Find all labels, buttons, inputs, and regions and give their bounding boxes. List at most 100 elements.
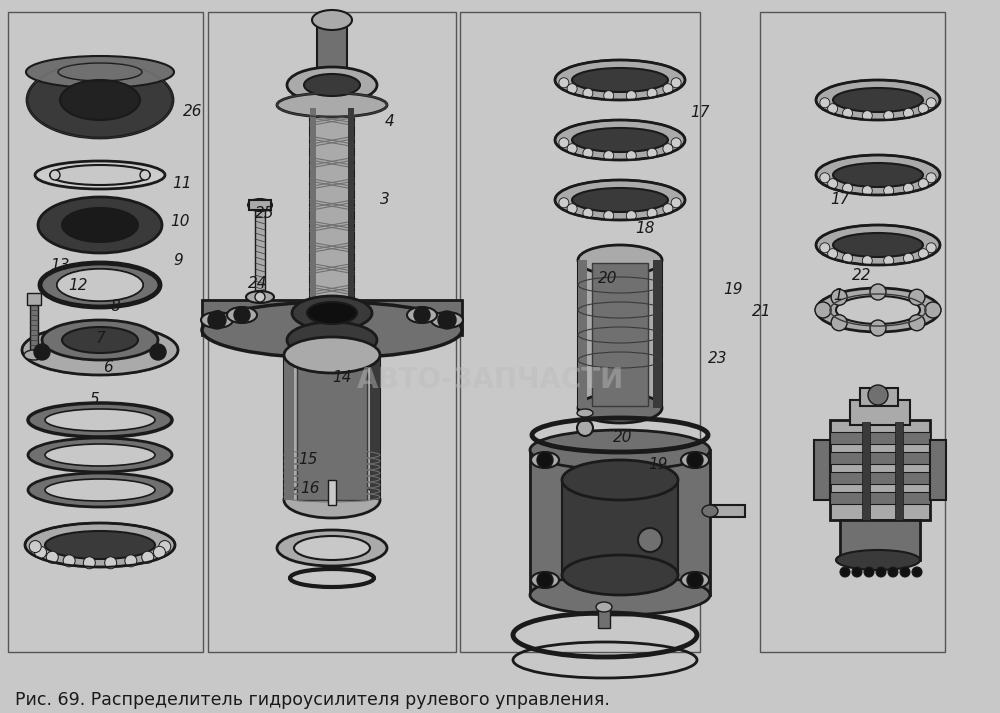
Circle shape	[925, 302, 941, 318]
Bar	[208, 12, 456, 652]
Text: 26: 26	[183, 104, 203, 120]
Ellipse shape	[555, 180, 685, 220]
Bar	[8, 12, 203, 652]
Ellipse shape	[45, 409, 155, 431]
Bar	[460, 12, 700, 652]
Text: 16: 16	[300, 481, 320, 496]
Ellipse shape	[25, 523, 175, 567]
Circle shape	[926, 173, 936, 183]
Bar	[249, 200, 271, 210]
Circle shape	[438, 311, 456, 329]
Ellipse shape	[45, 444, 155, 466]
Circle shape	[862, 111, 872, 120]
Circle shape	[34, 344, 50, 360]
Ellipse shape	[530, 575, 710, 615]
Ellipse shape	[50, 165, 150, 185]
Circle shape	[888, 567, 898, 577]
Circle shape	[577, 420, 593, 436]
Bar	[310, 108, 354, 298]
Bar	[895, 422, 903, 520]
Ellipse shape	[284, 337, 380, 373]
Circle shape	[862, 185, 872, 195]
Bar	[27, 293, 41, 305]
Ellipse shape	[45, 531, 155, 559]
Circle shape	[567, 144, 577, 154]
Circle shape	[647, 88, 657, 98]
Circle shape	[604, 210, 614, 221]
Ellipse shape	[42, 320, 158, 360]
Circle shape	[626, 150, 636, 160]
Circle shape	[884, 256, 894, 266]
Text: 19: 19	[723, 282, 743, 297]
Circle shape	[831, 289, 847, 305]
Bar	[830, 452, 930, 464]
Ellipse shape	[246, 291, 274, 303]
Ellipse shape	[201, 312, 233, 328]
Circle shape	[909, 314, 925, 331]
Circle shape	[828, 249, 838, 259]
Circle shape	[159, 540, 171, 553]
Ellipse shape	[307, 302, 357, 324]
Bar	[862, 422, 870, 520]
Bar	[581, 415, 589, 431]
Circle shape	[909, 289, 925, 305]
Ellipse shape	[572, 188, 668, 212]
Circle shape	[583, 208, 593, 218]
Circle shape	[862, 256, 872, 266]
Bar	[830, 472, 930, 484]
Text: 23: 23	[708, 351, 728, 366]
Text: 10: 10	[170, 213, 190, 229]
Ellipse shape	[62, 208, 138, 242]
Circle shape	[870, 284, 886, 300]
Ellipse shape	[572, 68, 668, 92]
Ellipse shape	[833, 88, 923, 112]
Circle shape	[150, 344, 166, 360]
Text: 5: 5	[90, 391, 100, 407]
Bar	[653, 260, 662, 408]
Ellipse shape	[40, 263, 160, 307]
Text: 24: 24	[248, 276, 268, 292]
Ellipse shape	[294, 536, 370, 560]
Ellipse shape	[555, 120, 685, 160]
Circle shape	[63, 555, 75, 567]
Text: 1: 1	[833, 288, 843, 304]
Circle shape	[153, 546, 165, 558]
Circle shape	[918, 103, 928, 113]
Bar	[592, 263, 648, 406]
Bar	[284, 355, 294, 500]
Circle shape	[918, 179, 928, 189]
Ellipse shape	[816, 155, 940, 195]
Ellipse shape	[22, 325, 178, 375]
Bar	[30, 303, 38, 358]
Text: 20: 20	[613, 429, 633, 445]
Circle shape	[604, 150, 614, 160]
Text: 25: 25	[255, 206, 275, 222]
Circle shape	[626, 91, 636, 101]
Circle shape	[820, 173, 830, 183]
Bar	[348, 108, 354, 298]
Ellipse shape	[702, 505, 718, 517]
Circle shape	[142, 551, 154, 563]
Ellipse shape	[572, 128, 668, 152]
Ellipse shape	[833, 163, 923, 187]
Circle shape	[843, 253, 853, 263]
Text: 6: 6	[103, 359, 113, 375]
Circle shape	[687, 572, 703, 588]
Circle shape	[843, 183, 853, 193]
Text: 7: 7	[95, 331, 105, 347]
Circle shape	[567, 204, 577, 214]
Ellipse shape	[816, 225, 940, 265]
Text: 13: 13	[50, 258, 70, 274]
Circle shape	[903, 253, 913, 263]
Circle shape	[820, 98, 830, 108]
Circle shape	[647, 208, 657, 218]
Ellipse shape	[22, 325, 178, 375]
Ellipse shape	[578, 393, 662, 423]
Bar	[255, 210, 265, 295]
Circle shape	[663, 83, 673, 93]
Ellipse shape	[24, 350, 44, 360]
Circle shape	[671, 138, 681, 148]
Text: 12: 12	[68, 277, 88, 293]
Circle shape	[815, 302, 831, 318]
Circle shape	[83, 557, 95, 569]
